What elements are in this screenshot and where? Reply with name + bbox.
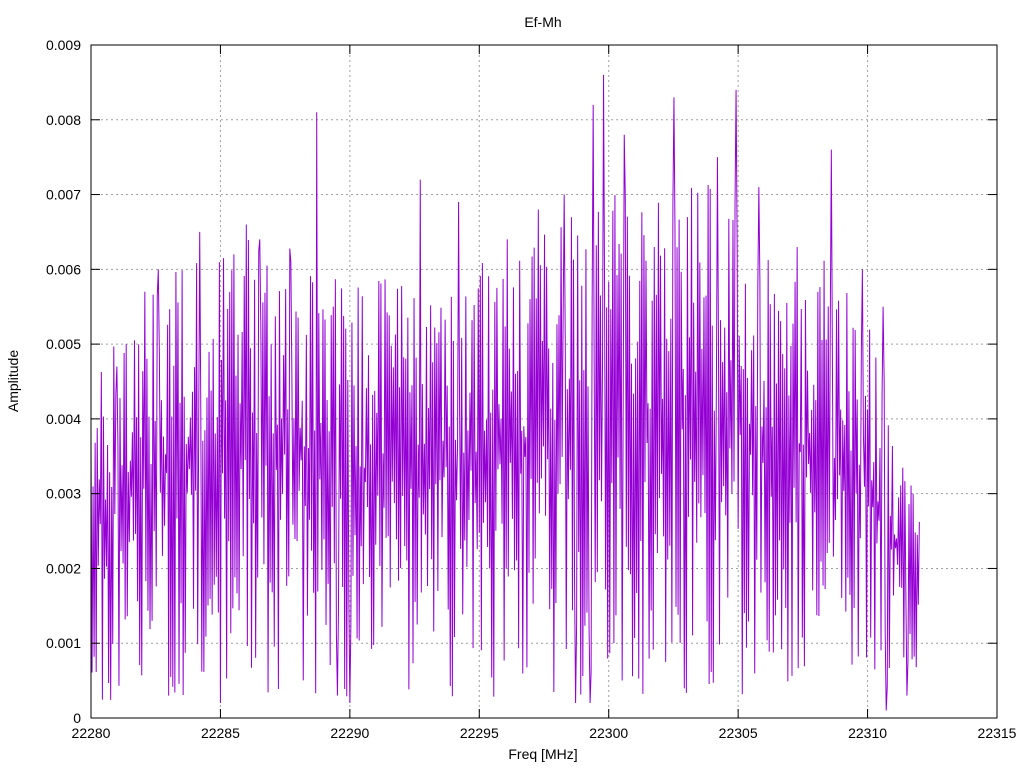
y-tick-label: 0.006: [46, 261, 81, 277]
y-tick-label: 0.001: [46, 635, 81, 651]
axis-ticks: [90, 44, 998, 719]
y-tick-label: 0.009: [46, 37, 81, 53]
chart-title: Ef-Mh: [524, 14, 561, 30]
x-tick-label: 22290: [330, 725, 369, 741]
x-tick-label: 22310: [848, 725, 887, 741]
y-tick-label: 0.005: [46, 336, 81, 352]
x-tick-label: 22280: [72, 725, 111, 741]
x-axis-title: Freq [MHz]: [508, 746, 577, 762]
y-tick-label: 0.003: [46, 486, 81, 502]
plot-frame: [90, 44, 998, 719]
series-amplitude: [90, 74, 920, 711]
series-line: [90, 74, 920, 711]
y-tick-label: 0.004: [46, 411, 81, 427]
y-tick-label: 0.007: [46, 187, 81, 203]
x-tick-label: 22295: [460, 725, 499, 741]
y-tick-labels: 0 0.001 0.002 0.003 0.004 0.005 0.006 0.007 0.00…: [46, 37, 81, 726]
y-tick-label: 0.008: [46, 112, 81, 128]
x-tick-label: 22315: [978, 725, 1017, 741]
x-tick-labels: 22280 22285 22290 22295 22300 22305 22310 22315: [72, 725, 1017, 741]
x-tick-label: 22285: [201, 725, 240, 741]
y-axis-title: Amplitude: [5, 350, 21, 412]
y-tick-label: 0: [73, 710, 81, 726]
x-tick-label: 22305: [719, 725, 758, 741]
x-tick-label: 22300: [589, 725, 628, 741]
y-tick-label: 0.002: [46, 560, 81, 576]
